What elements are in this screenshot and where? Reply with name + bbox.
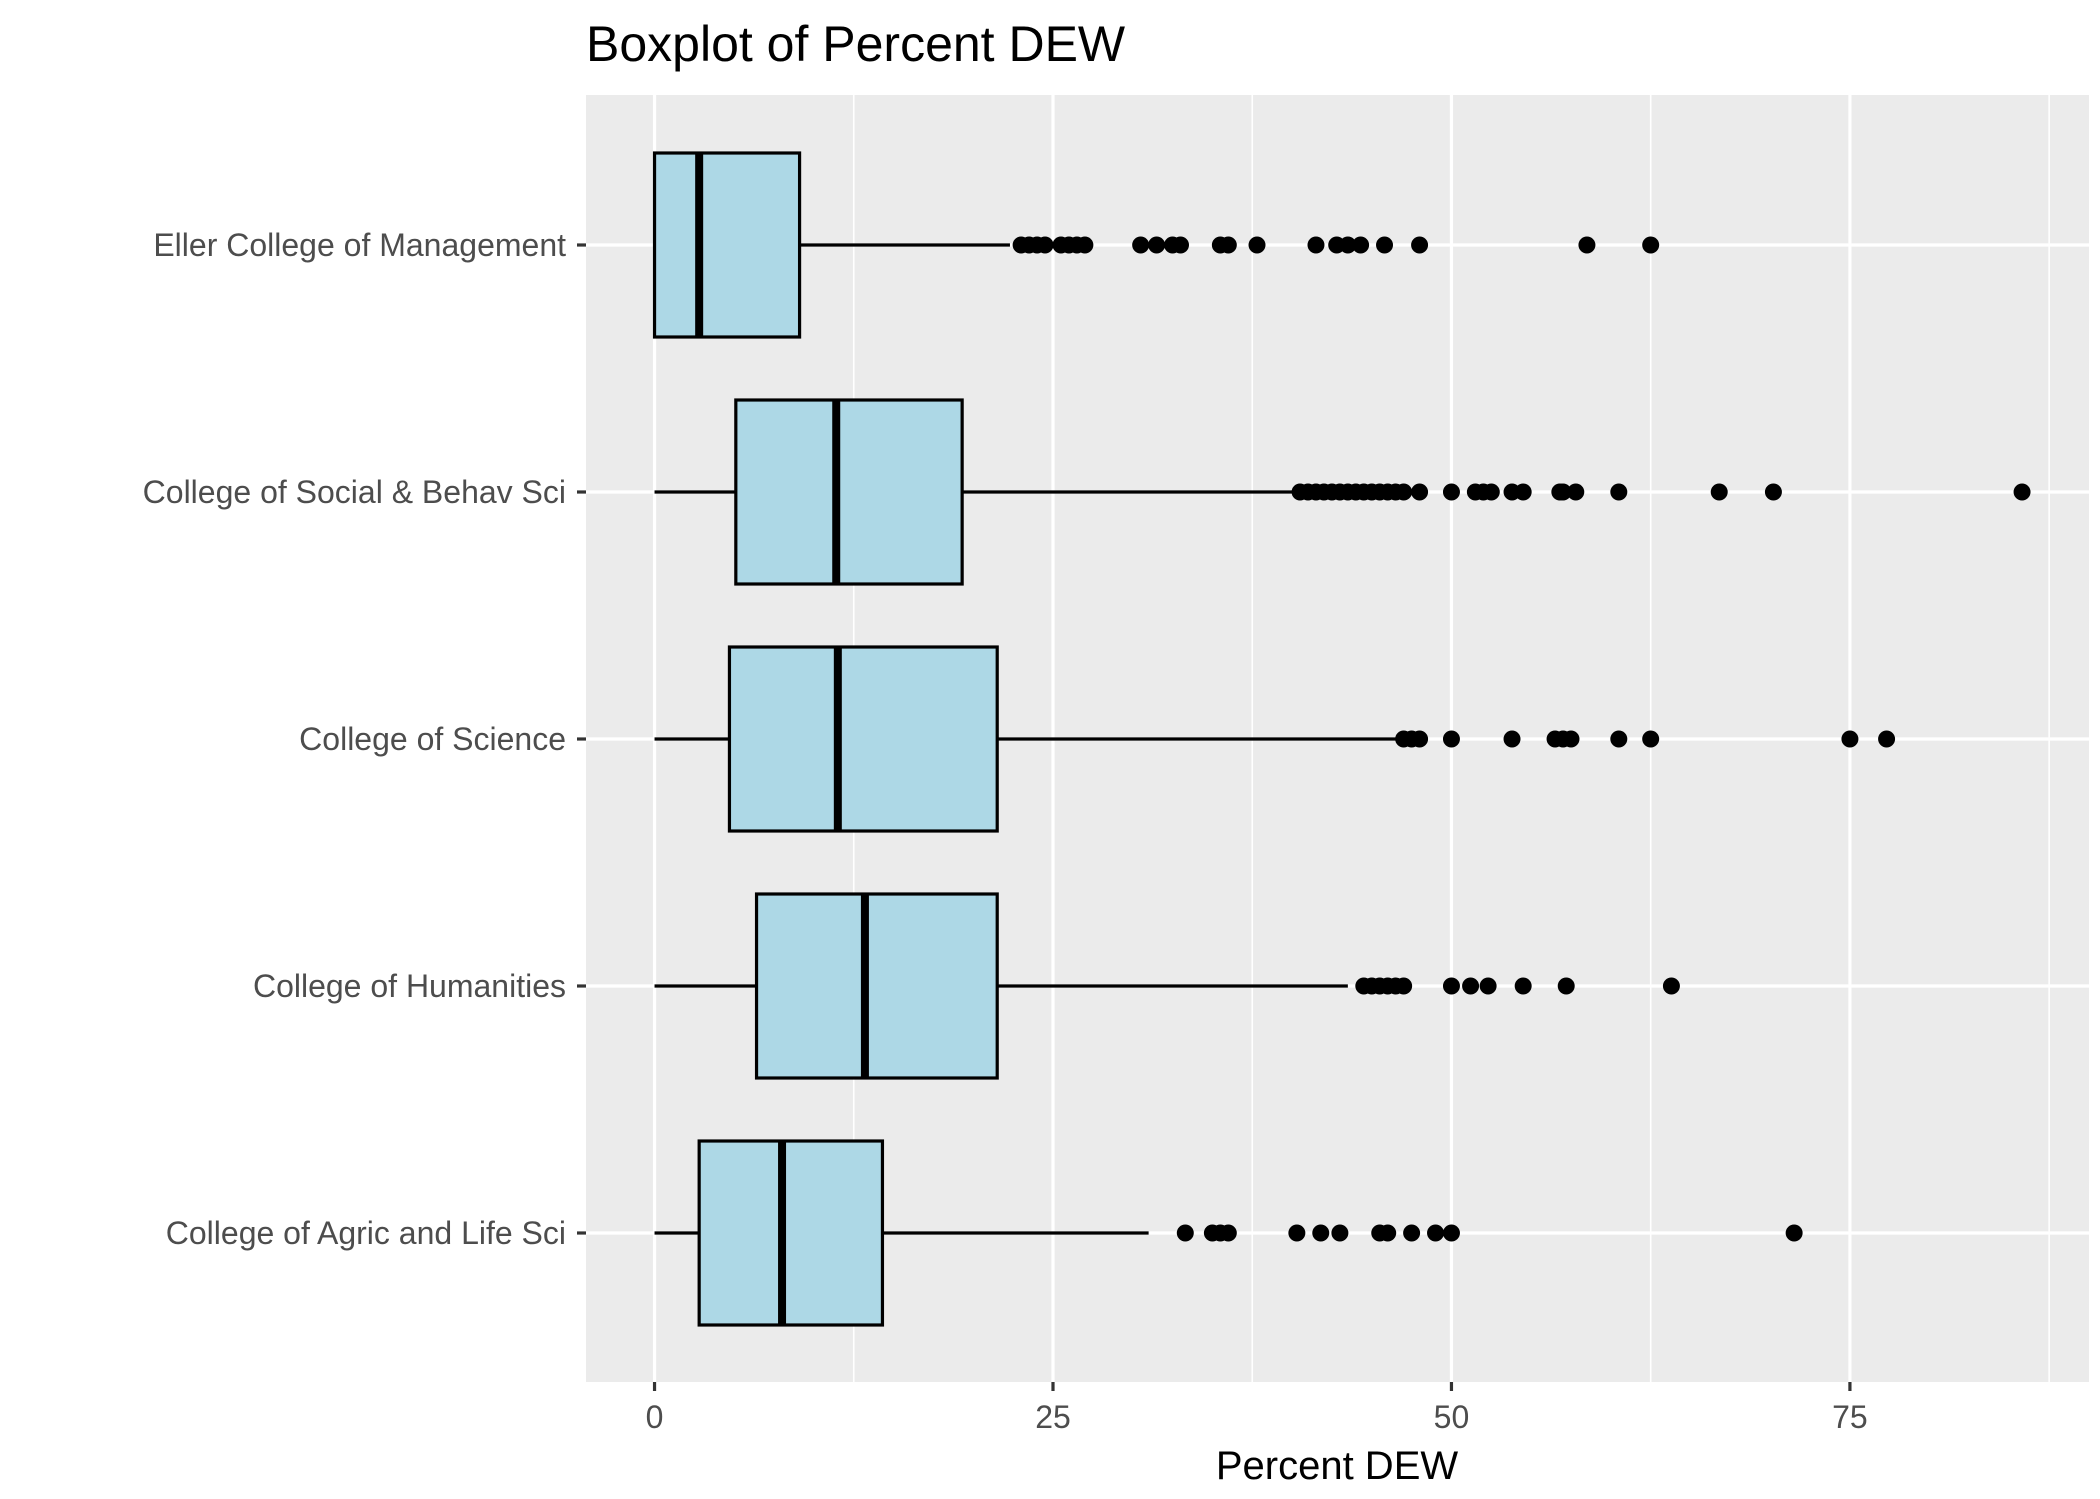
boxes [652, 151, 2031, 1327]
outlier-point [1567, 483, 1585, 501]
y-tick-label: College of Science [299, 721, 566, 757]
outlier-point [1442, 483, 1460, 501]
outlier-point [1312, 1224, 1330, 1242]
box-group [654, 1139, 1803, 1327]
outlier-point [1442, 977, 1460, 995]
outlier-point [1376, 236, 1394, 254]
outlier-point [1764, 483, 1782, 501]
outlier-point [1841, 730, 1859, 748]
outlier-point [1395, 977, 1413, 995]
outlier-point [1307, 236, 1325, 254]
outlier-point [1427, 1224, 1445, 1242]
box-group [654, 645, 1896, 833]
outlier-point [1642, 730, 1660, 748]
y-tick-label: College of Agric and Life Sci [166, 1215, 566, 1251]
outlier-point [1379, 1224, 1397, 1242]
box-group [654, 398, 2031, 586]
y-tick-label: College of Humanities [253, 968, 566, 1004]
outlier-point [1411, 730, 1429, 748]
box-group [652, 151, 1660, 339]
box-iqr [734, 398, 964, 586]
outlier-point [1554, 483, 1572, 501]
x-tick-label: 75 [1832, 1399, 1868, 1435]
outlier-point [1036, 236, 1054, 254]
outlier-point [1785, 1224, 1803, 1242]
x-tick-label: 0 [646, 1399, 664, 1435]
outlier-point [1482, 483, 1500, 501]
box-iqr [652, 151, 802, 339]
outlier-point [1288, 1224, 1306, 1242]
outlier-point [1610, 483, 1628, 501]
outlier-point [1331, 1224, 1349, 1242]
y-axis: Eller College of Management College of So… [143, 227, 586, 1251]
box-iqr [697, 1139, 885, 1327]
outlier-point [1442, 730, 1460, 748]
outlier-point [1132, 236, 1150, 254]
outlier-point [1248, 236, 1266, 254]
outlier-point [1462, 977, 1480, 995]
outlier-point [1172, 236, 1190, 254]
outlier-point [1662, 977, 1680, 995]
outlier-point [1610, 730, 1628, 748]
y-tick-label: College of Social & Behav Sci [143, 474, 566, 510]
outlier-point [1642, 236, 1660, 254]
outlier-point [1710, 483, 1728, 501]
outlier-point [1395, 483, 1413, 501]
outlier-point [1562, 730, 1580, 748]
box-iqr [754, 892, 999, 1080]
x-tick-label: 25 [1035, 1399, 1071, 1435]
outlier-point [1514, 483, 1532, 501]
outlier-point [1076, 236, 1094, 254]
outlier-point [1878, 730, 1896, 748]
outlier-point [1352, 236, 1370, 254]
chart-title: Boxplot of Percent DEW [586, 16, 1126, 72]
x-tick-label: 50 [1434, 1399, 1470, 1435]
outlier-point [1176, 1224, 1194, 1242]
outlier-point [1503, 730, 1521, 748]
outlier-point [1479, 977, 1497, 995]
outlier-point [1219, 236, 1237, 254]
outlier-point [1219, 1224, 1237, 1242]
outlier-point [1403, 1224, 1421, 1242]
outlier-point [1442, 1224, 1460, 1242]
outlier-point [1514, 977, 1532, 995]
x-axis-title: Percent DEW [1216, 1444, 1459, 1488]
y-tick-label: Eller College of Management [153, 227, 566, 263]
outlier-point [1578, 236, 1596, 254]
outlier-point [2013, 483, 2031, 501]
outlier-point [1148, 236, 1166, 254]
outlier-point [1411, 483, 1429, 501]
box-iqr [727, 645, 999, 833]
x-axis: 0 25 50 75 [646, 1382, 1868, 1435]
outlier-point [1557, 977, 1575, 995]
outlier-point [1339, 236, 1357, 254]
box-group [654, 892, 1680, 1080]
outlier-point [1411, 236, 1429, 254]
